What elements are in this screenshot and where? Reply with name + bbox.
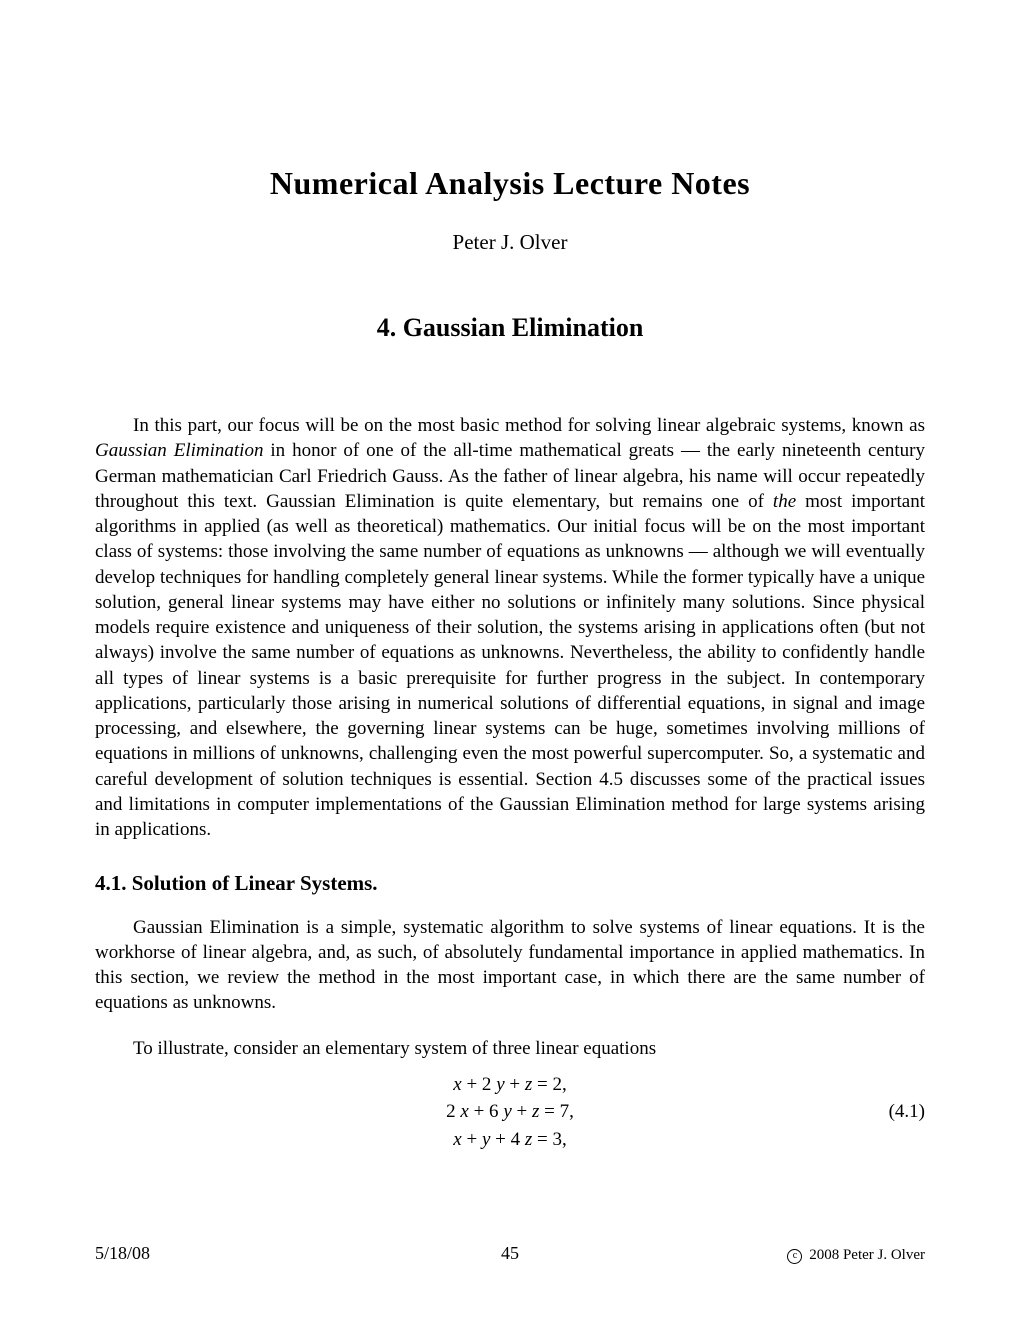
page-footer: 5/18/08 45 c 2008 Peter J. Olver	[95, 1243, 925, 1264]
footer-page-number: 45	[501, 1243, 519, 1264]
document-title: Numerical Analysis Lecture Notes	[95, 165, 925, 202]
section-paragraph: Gaussian Elimination is a simple, system…	[95, 915, 925, 1016]
copyright-text: 2008 Peter J. Olver	[805, 1247, 925, 1263]
chapter-heading: 4. Gaussian Elimination	[95, 313, 925, 343]
intro-italic-term: Gaussian Elimination	[95, 440, 263, 461]
intro-text-1: In this part, our focus will be on the m…	[133, 415, 925, 436]
equation-line-2: 2 x + 6 y + z = 7,	[95, 1098, 925, 1126]
footer-date: 5/18/08	[95, 1243, 150, 1264]
intro-italic-the: the	[773, 491, 796, 512]
intro-paragraph: In this part, our focus will be on the m…	[95, 413, 925, 843]
equation-line-3: x + y + 4 z = 3,	[95, 1126, 925, 1154]
section-heading: 4.1. Solution of Linear Systems.	[95, 871, 925, 896]
copyright-symbol: c	[787, 1249, 802, 1264]
author-name: Peter J. Olver	[95, 230, 925, 255]
equation-line-1: x + 2 y + z = 2,	[95, 1071, 925, 1099]
equation-lines: x + 2 y + z = 2, 2 x + 6 y + z = 7, x + …	[95, 1071, 925, 1154]
section-paragraph-text: Gaussian Elimination is a simple, system…	[95, 917, 925, 1014]
intro-text-3: most important algorithms in applied (as…	[95, 491, 925, 840]
equation-system: x + 2 y + z = 2, 2 x + 6 y + z = 7, x + …	[95, 1071, 925, 1154]
page: Numerical Analysis Lecture Notes Peter J…	[0, 0, 1020, 1320]
footer-copyright: c 2008 Peter J. Olver	[787, 1247, 925, 1264]
equation-number: (4.1)	[889, 1101, 925, 1123]
illustrate-text: To illustrate, consider an elementary sy…	[133, 1038, 656, 1059]
illustrate-paragraph: To illustrate, consider an elementary sy…	[95, 1036, 925, 1061]
